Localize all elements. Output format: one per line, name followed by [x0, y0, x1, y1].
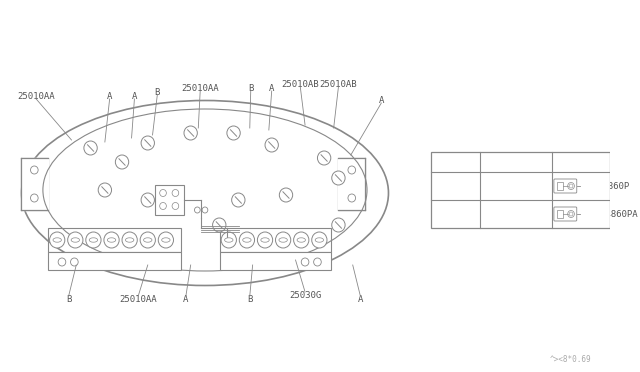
Circle shape — [58, 258, 66, 266]
Circle shape — [279, 188, 292, 202]
Text: LOCATION: LOCATION — [435, 157, 477, 167]
Ellipse shape — [125, 238, 134, 242]
Bar — [557, 182, 563, 190]
Circle shape — [68, 232, 83, 248]
Ellipse shape — [261, 238, 269, 242]
Text: 25010AA: 25010AA — [181, 83, 219, 93]
Text: 24860P: 24860P — [598, 182, 630, 190]
Text: 14V-3.8W: 14V-3.8W — [493, 182, 540, 190]
Text: B: B — [66, 295, 71, 305]
Polygon shape — [339, 158, 365, 210]
Text: 25010AA: 25010AA — [17, 92, 55, 100]
Circle shape — [31, 166, 38, 174]
Circle shape — [212, 218, 226, 232]
Text: 25010AB: 25010AB — [282, 80, 319, 89]
Circle shape — [141, 136, 154, 150]
Ellipse shape — [279, 238, 287, 242]
Circle shape — [115, 155, 129, 169]
Ellipse shape — [143, 238, 152, 242]
Text: A: A — [379, 96, 384, 105]
Ellipse shape — [53, 238, 61, 242]
Text: 24860PA: 24860PA — [600, 209, 638, 218]
Ellipse shape — [71, 238, 79, 242]
Text: A: A — [358, 295, 363, 305]
Text: A: A — [452, 181, 459, 191]
Text: B: B — [155, 87, 160, 96]
Ellipse shape — [297, 238, 305, 242]
Circle shape — [202, 207, 208, 213]
Circle shape — [31, 194, 38, 202]
Circle shape — [314, 258, 321, 266]
FancyBboxPatch shape — [156, 185, 184, 215]
Circle shape — [104, 232, 119, 248]
Circle shape — [140, 232, 156, 248]
Circle shape — [141, 193, 154, 207]
Circle shape — [312, 232, 327, 248]
Circle shape — [84, 141, 97, 155]
Circle shape — [332, 171, 345, 185]
Ellipse shape — [568, 183, 574, 189]
Ellipse shape — [89, 238, 98, 242]
Text: B: B — [248, 83, 253, 93]
Circle shape — [257, 232, 273, 248]
Circle shape — [184, 126, 197, 140]
Circle shape — [49, 232, 65, 248]
Circle shape — [332, 218, 345, 232]
Text: CODE NO.: CODE NO. — [560, 157, 602, 167]
FancyBboxPatch shape — [554, 207, 577, 221]
Circle shape — [195, 207, 200, 213]
Circle shape — [265, 138, 278, 152]
Text: 14V-1.3W: 14V-1.3W — [493, 209, 540, 218]
Ellipse shape — [108, 238, 116, 242]
FancyBboxPatch shape — [339, 158, 365, 210]
Circle shape — [232, 193, 245, 207]
Ellipse shape — [22, 100, 388, 285]
Ellipse shape — [569, 184, 573, 188]
Text: 25030G: 25030G — [289, 292, 321, 301]
Text: A: A — [183, 295, 189, 305]
Polygon shape — [21, 158, 47, 210]
Ellipse shape — [568, 211, 574, 218]
Bar — [557, 210, 563, 218]
Circle shape — [158, 232, 173, 248]
Circle shape — [294, 232, 309, 248]
Ellipse shape — [243, 238, 251, 242]
Ellipse shape — [225, 238, 233, 242]
Text: A: A — [132, 92, 137, 100]
Ellipse shape — [569, 212, 573, 216]
Text: 25010AB: 25010AB — [319, 80, 357, 89]
Text: A: A — [269, 83, 275, 93]
Circle shape — [348, 166, 356, 174]
Circle shape — [221, 232, 236, 248]
Text: A: A — [107, 92, 112, 100]
FancyBboxPatch shape — [554, 179, 577, 193]
Circle shape — [122, 232, 137, 248]
Text: SPECIFICATION: SPECIFICATION — [482, 157, 550, 167]
FancyBboxPatch shape — [220, 252, 331, 270]
FancyBboxPatch shape — [47, 252, 181, 270]
Circle shape — [317, 151, 331, 165]
Circle shape — [98, 183, 111, 197]
Circle shape — [70, 258, 78, 266]
Circle shape — [172, 202, 179, 209]
Circle shape — [239, 232, 255, 248]
Text: B: B — [452, 209, 459, 219]
FancyBboxPatch shape — [21, 158, 47, 210]
Circle shape — [160, 202, 166, 209]
Circle shape — [172, 189, 179, 196]
Ellipse shape — [315, 238, 324, 242]
Text: ^><8*0.69: ^><8*0.69 — [549, 356, 591, 365]
Text: B: B — [247, 295, 252, 305]
Ellipse shape — [162, 238, 170, 242]
Circle shape — [227, 126, 240, 140]
Circle shape — [348, 194, 356, 202]
Circle shape — [160, 189, 166, 196]
Bar — [431, 152, 610, 228]
Circle shape — [301, 258, 309, 266]
Text: 25010AA: 25010AA — [120, 295, 157, 305]
Circle shape — [275, 232, 291, 248]
Circle shape — [86, 232, 101, 248]
